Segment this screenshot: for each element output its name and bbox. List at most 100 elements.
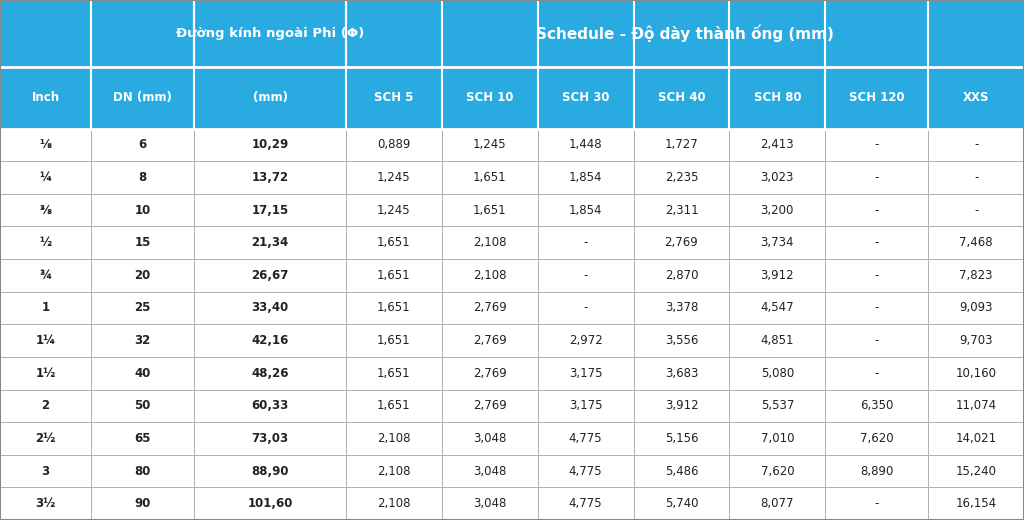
Text: 3,912: 3,912 — [761, 269, 795, 282]
Bar — [634, 128, 729, 161]
Bar — [825, 455, 928, 487]
Bar — [538, 324, 634, 357]
Bar — [729, 161, 825, 194]
Bar — [825, 389, 928, 422]
Bar — [538, 389, 634, 422]
Bar — [538, 292, 634, 324]
Bar — [928, 422, 1024, 455]
Text: 60,33: 60,33 — [252, 399, 289, 412]
Bar — [729, 389, 825, 422]
Text: 25: 25 — [134, 302, 151, 315]
Bar — [194, 292, 346, 324]
Bar — [442, 357, 538, 389]
Bar — [928, 128, 1024, 161]
Bar — [0, 357, 91, 389]
Bar — [194, 67, 346, 128]
Bar — [928, 292, 1024, 324]
Text: 3,048: 3,048 — [473, 432, 507, 445]
Text: 3,048: 3,048 — [473, 497, 507, 510]
Bar — [442, 389, 538, 422]
Text: -: - — [874, 302, 879, 315]
Text: 3,023: 3,023 — [761, 171, 794, 184]
Text: -: - — [874, 497, 879, 510]
Bar — [442, 292, 538, 324]
Text: SCH 80: SCH 80 — [754, 92, 801, 105]
Text: -: - — [584, 236, 588, 249]
Bar — [0, 259, 91, 292]
Bar — [928, 67, 1024, 128]
Text: -: - — [874, 367, 879, 380]
Bar — [538, 455, 634, 487]
Bar — [91, 422, 194, 455]
Bar — [194, 422, 346, 455]
Text: -: - — [874, 334, 879, 347]
Text: 7,620: 7,620 — [761, 464, 795, 477]
Text: 1,651: 1,651 — [377, 334, 411, 347]
Text: 26,67: 26,67 — [251, 269, 289, 282]
Bar — [194, 161, 346, 194]
Bar — [91, 67, 194, 128]
Text: 5,080: 5,080 — [761, 367, 794, 380]
Text: 2,108: 2,108 — [377, 497, 411, 510]
Bar — [634, 67, 729, 128]
Text: 3½: 3½ — [36, 497, 55, 510]
Text: 1¼: 1¼ — [36, 334, 55, 347]
Text: 73,03: 73,03 — [252, 432, 289, 445]
Text: 1,651: 1,651 — [377, 399, 411, 412]
Text: 3,048: 3,048 — [473, 464, 507, 477]
Bar — [346, 259, 442, 292]
Text: 90: 90 — [134, 497, 151, 510]
Bar — [346, 487, 442, 520]
Text: 2,972: 2,972 — [568, 334, 602, 347]
Bar — [0, 194, 91, 226]
Bar — [538, 161, 634, 194]
Text: SCH 30: SCH 30 — [562, 92, 609, 105]
Text: SCH 40: SCH 40 — [657, 92, 706, 105]
Text: 0,889: 0,889 — [377, 138, 411, 151]
Text: 40: 40 — [134, 367, 151, 380]
Text: 3,734: 3,734 — [761, 236, 794, 249]
Bar — [91, 292, 194, 324]
Bar — [538, 259, 634, 292]
Text: (mm): (mm) — [253, 92, 288, 105]
Text: SCH 5: SCH 5 — [374, 92, 414, 105]
Bar — [194, 0, 346, 67]
Text: -: - — [874, 138, 879, 151]
Text: 3,556: 3,556 — [665, 334, 698, 347]
Text: 2,870: 2,870 — [665, 269, 698, 282]
Bar — [0, 0, 194, 67]
Bar — [825, 487, 928, 520]
Text: ⅜: ⅜ — [40, 203, 51, 216]
Bar — [194, 455, 346, 487]
Text: 6,350: 6,350 — [860, 399, 893, 412]
Text: 2,769: 2,769 — [473, 302, 507, 315]
Text: 11,074: 11,074 — [955, 399, 996, 412]
Bar — [346, 226, 442, 259]
Bar — [634, 455, 729, 487]
Bar — [346, 455, 442, 487]
Bar — [194, 226, 346, 259]
Text: Inch: Inch — [32, 92, 59, 105]
Bar — [91, 161, 194, 194]
Bar — [538, 422, 634, 455]
Text: 1,727: 1,727 — [665, 138, 698, 151]
Text: 2½: 2½ — [36, 432, 55, 445]
Bar — [442, 161, 538, 194]
Text: 15,240: 15,240 — [955, 464, 996, 477]
Bar — [538, 357, 634, 389]
Text: 2,413: 2,413 — [761, 138, 795, 151]
Text: 42,16: 42,16 — [251, 334, 289, 347]
Text: 3,200: 3,200 — [761, 203, 794, 216]
Text: DN (mm): DN (mm) — [114, 92, 172, 105]
Bar — [0, 487, 91, 520]
Bar — [729, 324, 825, 357]
Text: 1,651: 1,651 — [377, 302, 411, 315]
Text: 9,093: 9,093 — [959, 302, 993, 315]
Bar — [346, 128, 442, 161]
Bar — [729, 455, 825, 487]
Text: 1,245: 1,245 — [473, 138, 507, 151]
Text: 2,769: 2,769 — [665, 236, 698, 249]
Bar — [928, 324, 1024, 357]
Text: 8,890: 8,890 — [860, 464, 893, 477]
Bar — [91, 357, 194, 389]
